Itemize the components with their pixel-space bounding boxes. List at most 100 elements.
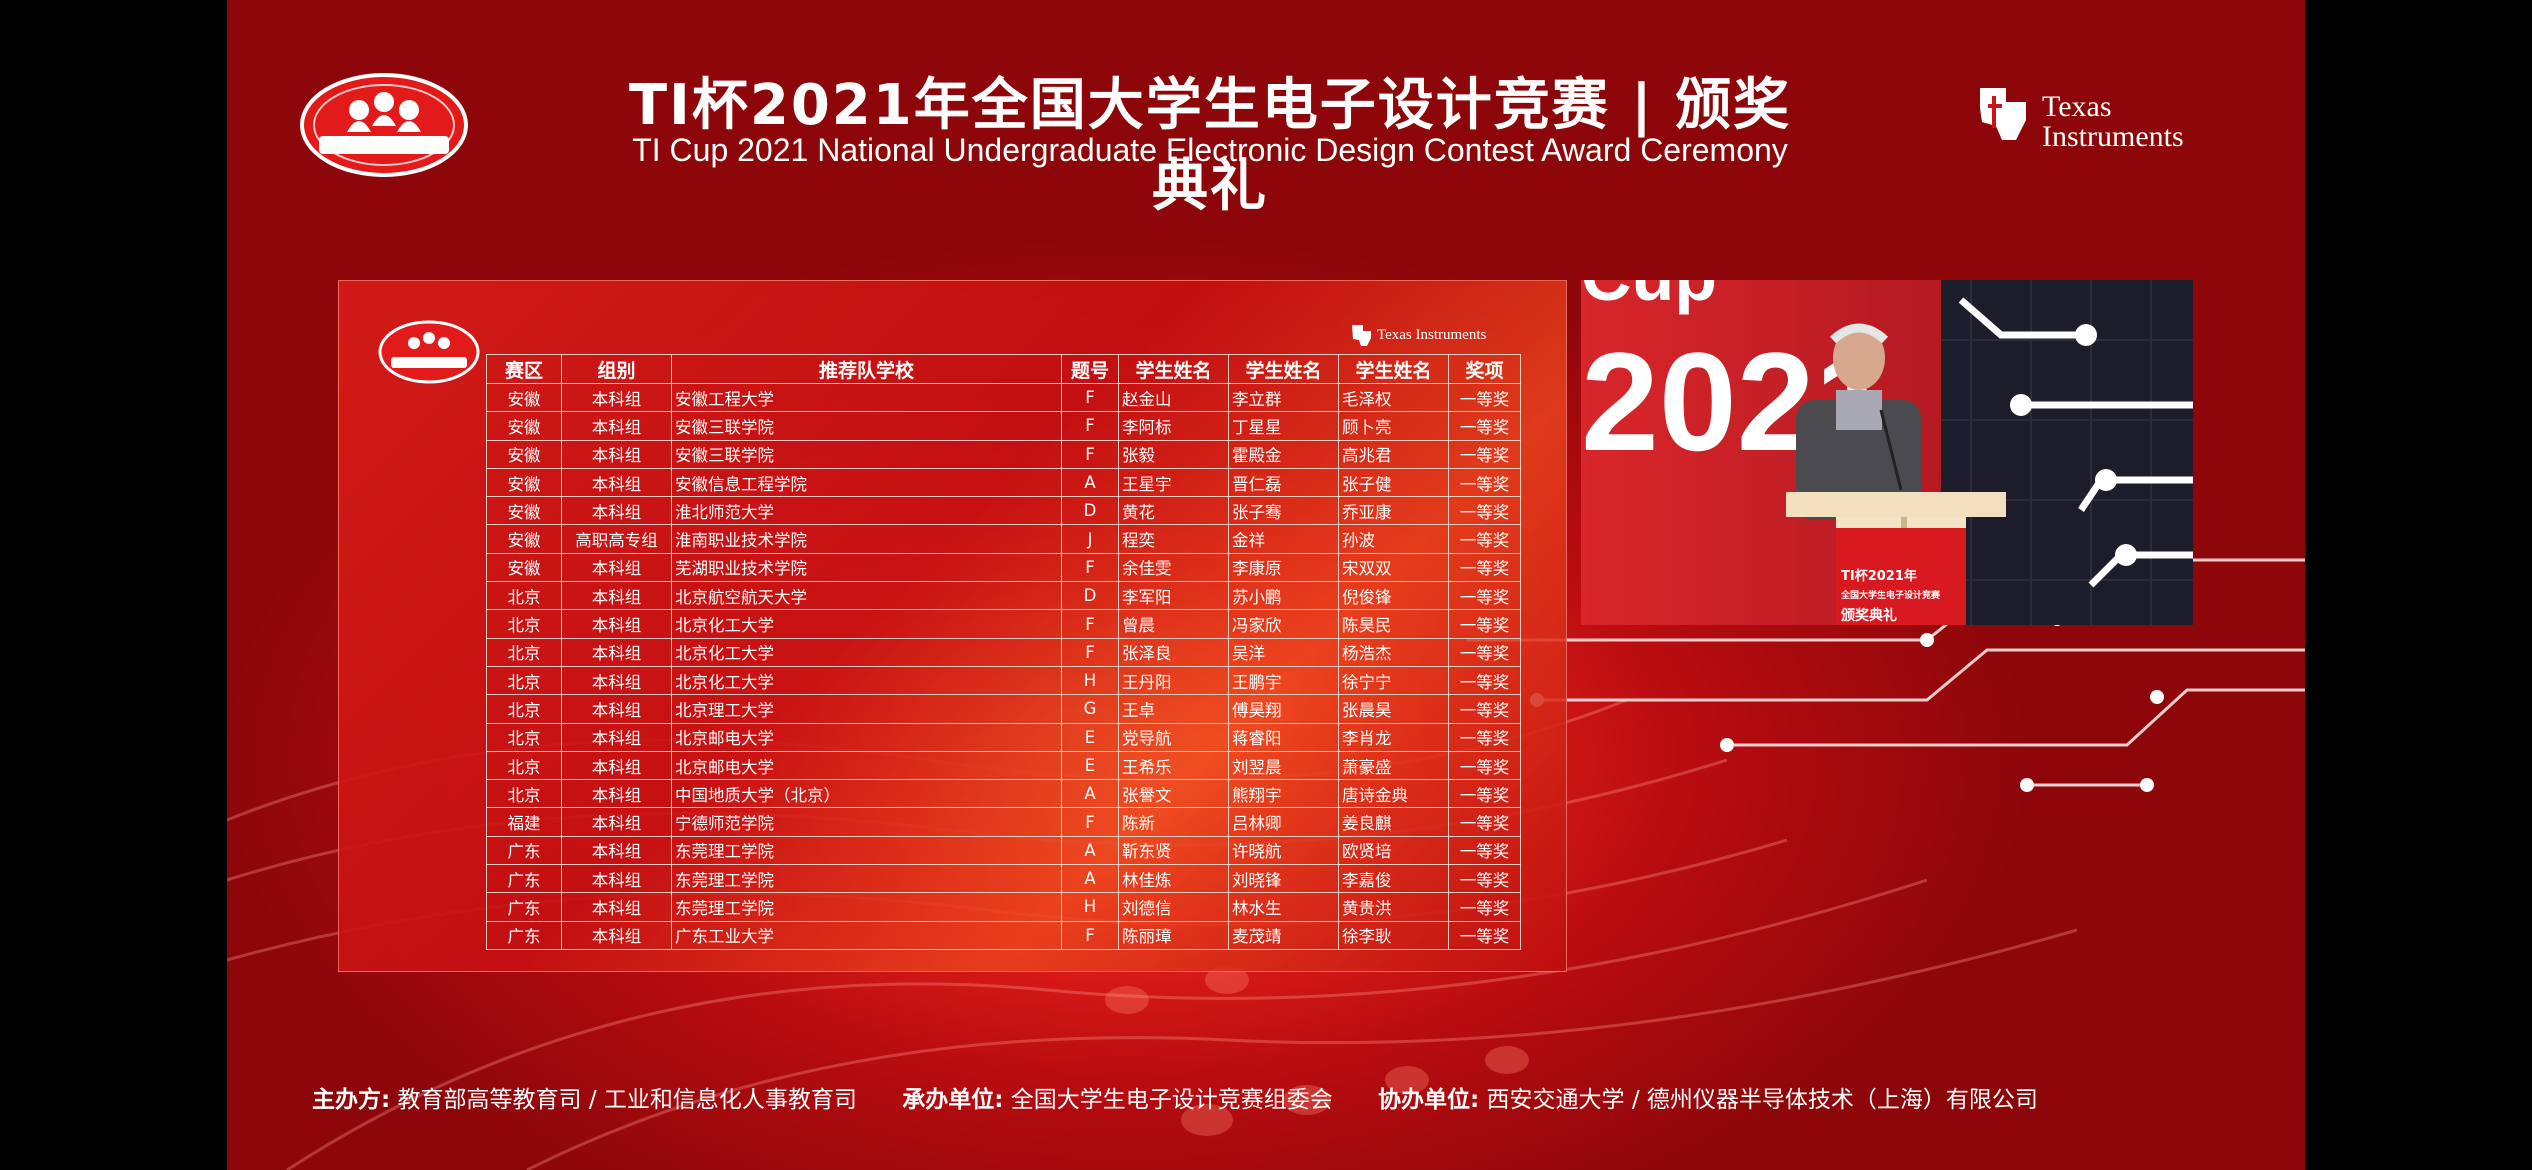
- table-cell: A: [1061, 467, 1119, 498]
- table-cell: 本科组: [561, 694, 672, 724]
- table-cell: 北京: [486, 581, 562, 611]
- podium-line3: 颁奖典礼: [1841, 607, 1897, 624]
- table-cell: 张子骞: [1228, 496, 1339, 526]
- table-row: 广东 本科组 东莞理工学院 A 林佳炼 刘晓锋 李嘉俊 一等奖: [486, 864, 1521, 894]
- table-cell: 本科组: [561, 835, 672, 866]
- table-cell: 本科组: [561, 750, 672, 781]
- table-cell: 高兆君: [1338, 439, 1449, 469]
- table-cell: F: [1061, 439, 1119, 469]
- table-cell: 许晓航: [1228, 835, 1339, 866]
- table-cell: 北京: [486, 694, 562, 724]
- table-cell: H: [1061, 665, 1119, 696]
- table-cell: 倪俊锋: [1338, 581, 1449, 611]
- table-cell: 北京: [486, 665, 562, 696]
- table-cell: 淮北师范大学: [671, 496, 1062, 526]
- table-cell: 陈丽璋: [1118, 920, 1229, 950]
- table-cell: 安徽三联学院: [671, 411, 1062, 441]
- table-row: 北京 本科组 北京邮电大学 E 党导航 蒋睿阳 李肖龙 一等奖: [486, 722, 1521, 752]
- table-cell: 本科组: [561, 467, 672, 498]
- table-cell: 一等奖: [1448, 665, 1521, 696]
- table-cell: 芜湖职业技术学院: [671, 552, 1062, 583]
- table-cell: 宁德师范学院: [671, 807, 1062, 837]
- table-row: 安徽 高职高专组 淮南职业技术学院 J 程奕 金祥 孙波 一等奖: [486, 524, 1521, 554]
- table-cell: 一等奖: [1448, 694, 1521, 724]
- table-cell: 安徽: [486, 411, 562, 441]
- table-cell: 张泽良: [1118, 637, 1229, 667]
- table-cell: 安徽: [486, 496, 562, 526]
- table-cell: 张毅: [1118, 439, 1229, 469]
- table-cell: 杨浩杰: [1338, 637, 1449, 667]
- ti-state-icon: [1980, 88, 2026, 140]
- table-cell: 本科组: [561, 637, 672, 667]
- texas-instruments-logo: Texas Instruments: [1972, 82, 2232, 153]
- table-cell: 王丹阳: [1118, 665, 1229, 696]
- table-cell: 冯家欣: [1228, 609, 1339, 639]
- table-cell: A: [1061, 864, 1119, 894]
- table-cell: 一等奖: [1448, 581, 1521, 611]
- table-cell: 刘德信: [1118, 892, 1229, 922]
- table-cell: 安徽: [486, 524, 562, 554]
- table-cell: 唐诗金典: [1338, 779, 1449, 809]
- table-cell: 张子健: [1338, 467, 1449, 498]
- table-cell: 本科组: [561, 920, 672, 950]
- table-cell: 广东: [486, 892, 562, 922]
- table-cell: D: [1061, 581, 1119, 611]
- table-cell: 刘晓锋: [1228, 864, 1339, 894]
- table-cell: 霍殿金: [1228, 439, 1339, 469]
- table-cell: 王卓: [1118, 694, 1229, 724]
- table-row: 广东 本科组 东莞理工学院 H 刘德信 林水生 黄贵洪 一等奖: [486, 892, 1521, 922]
- table-cell: 一等奖: [1448, 524, 1521, 554]
- table-cell: E: [1061, 722, 1119, 752]
- table-row: 安徽 本科组 芜湖职业技术学院 F 余佳雯 李康原 宋双双 一等奖: [486, 552, 1521, 583]
- table-cell: 本科组: [561, 552, 672, 583]
- ceremony-slide: TI杯2021年全国大学生电子设计竞赛 | 颁奖典礼 TI Cup 2021 N…: [227, 0, 2305, 1170]
- table-cell: A: [1061, 835, 1119, 866]
- table-cell: 安徽: [486, 467, 562, 498]
- table-cell: 安徽信息工程学院: [671, 467, 1062, 498]
- table-cell: 陈新: [1118, 807, 1229, 837]
- table-cell: D: [1061, 496, 1119, 526]
- table-cell: 中国地质大学（北京）: [671, 779, 1062, 809]
- table-cell: 安徽: [486, 382, 562, 413]
- column-header: 赛区: [486, 354, 562, 384]
- table-row: 广东 本科组 广东工业大学 F 陈丽璋 麦茂靖 徐李耿 一等奖: [486, 920, 1521, 950]
- ceremony-title-english: TI Cup 2021 National Undergraduate Elect…: [632, 132, 1788, 168]
- table-cell: E: [1061, 750, 1119, 781]
- table-cell: 傅昊翔: [1228, 694, 1339, 724]
- organizers-footer: 主办方: 教育部高等教育司 / 工业和信息化人事教育司 承办单位: 全国大学生电…: [312, 1080, 2272, 1114]
- table-cell: 宋双双: [1338, 552, 1449, 583]
- table-cell: 北京: [486, 609, 562, 639]
- table-row: 安徽 本科组 安徽工程大学 F 赵金山 李立群 毛泽权 一等奖: [486, 382, 1521, 413]
- table-cell: J: [1061, 524, 1119, 554]
- ti-logo-word1: Texas: [2042, 90, 2112, 123]
- table-row: 福建 本科组 宁德师范学院 F 陈新 吕林卿 姜良麒 一等奖: [486, 807, 1521, 837]
- table-cell: 北京理工大学: [671, 694, 1062, 724]
- table-cell: 一等奖: [1448, 750, 1521, 781]
- table-cell: 东莞理工学院: [671, 835, 1062, 866]
- table-cell: 党导航: [1118, 722, 1229, 752]
- co-organizer-value: 西安交通大学 / 德州仪器半导体技术（上海）有限公司: [1486, 1087, 2038, 1113]
- table-cell: 陈昊民: [1338, 609, 1449, 639]
- table-cell: 王鹏宇: [1228, 665, 1339, 696]
- table-cell: 东莞理工学院: [671, 864, 1062, 894]
- table-cell: 一等奖: [1448, 637, 1521, 667]
- table-cell: 欧贤培: [1338, 835, 1449, 866]
- table-cell: 一等奖: [1448, 552, 1521, 583]
- table-cell: 一等奖: [1448, 382, 1521, 413]
- table-cell: 本科组: [561, 382, 672, 413]
- organizer-label: 承办单位:: [902, 1087, 1004, 1113]
- table-row: 安徽 本科组 淮北师范大学 D 黄花 张子骞 乔亚康 一等奖: [486, 496, 1521, 526]
- table-cell: 广东: [486, 864, 562, 894]
- table-cell: 李立群: [1228, 382, 1339, 413]
- table-cell: 本科组: [561, 411, 672, 441]
- live-video-feed: Cup 2021 TI杯2021年 全国大学生电子设计竞赛 颁奖典礼: [1581, 280, 2193, 625]
- table-cell: A: [1061, 779, 1119, 809]
- table-cell: 北京邮电大学: [671, 750, 1062, 781]
- table-cell: 北京: [486, 637, 562, 667]
- table-cell: 本科组: [561, 439, 672, 469]
- table-cell: 本科组: [561, 722, 672, 752]
- column-header: 学生姓名: [1228, 354, 1339, 384]
- table-cell: 吕林卿: [1228, 807, 1339, 837]
- table-cell: 高职高专组: [561, 524, 672, 554]
- table-cell: 广东: [486, 920, 562, 950]
